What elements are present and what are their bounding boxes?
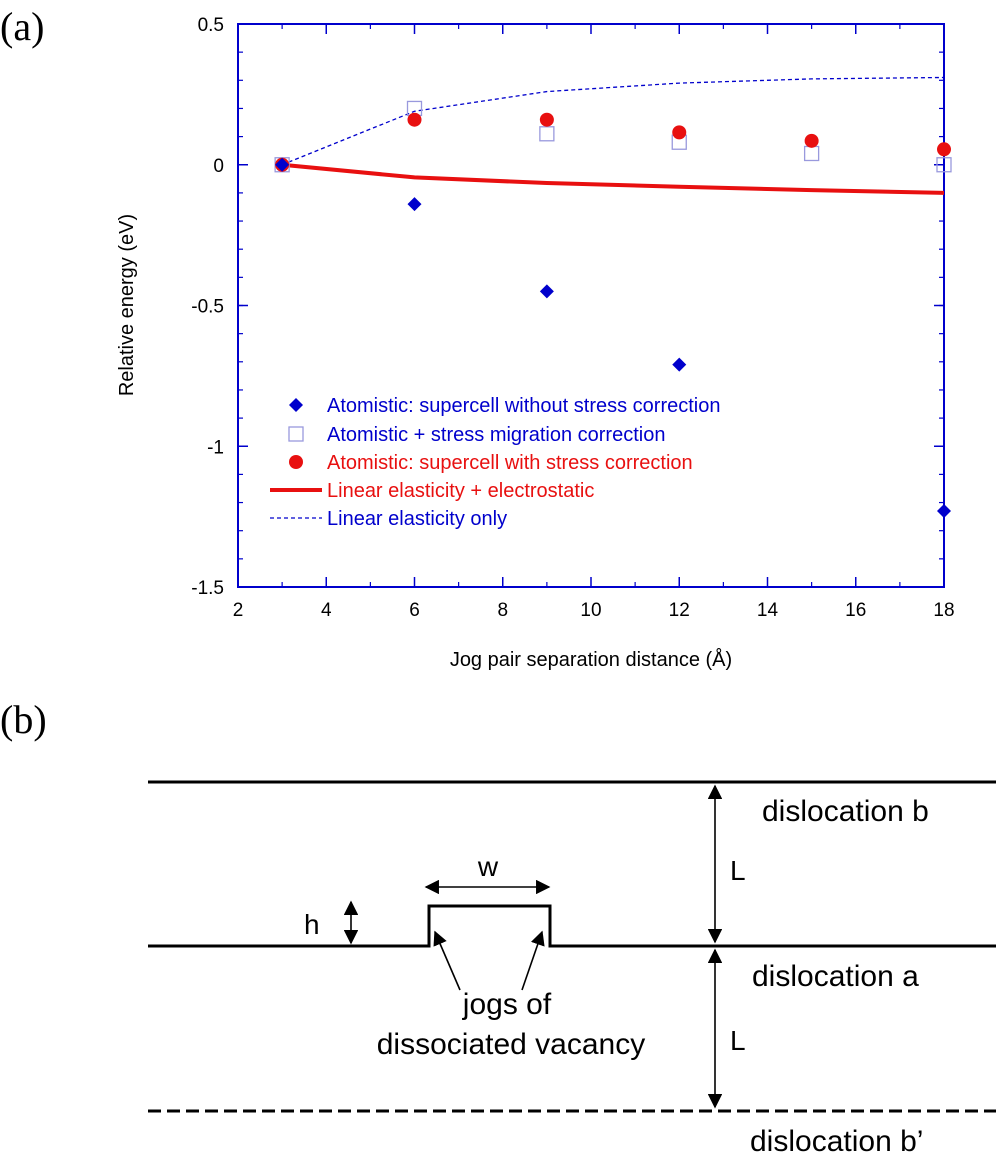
- legend-entry-label: Linear elasticity only: [327, 508, 507, 530]
- x-tick-label: 16: [845, 600, 866, 621]
- series-layer: [274, 76, 952, 518]
- data-point: [937, 503, 951, 518]
- y-tick-label: -1.5: [191, 578, 224, 599]
- L-bottom-label: L: [730, 1025, 746, 1056]
- dislocation-a-label: dislocation a: [752, 960, 919, 993]
- x-axis-label: Jog pair separation distance (Å): [450, 648, 732, 671]
- data-point: [672, 357, 687, 372]
- legend-entry-label: Linear elasticity + electrostatic: [327, 480, 594, 502]
- legend-marker: [289, 455, 303, 469]
- data-point: [803, 145, 820, 162]
- data-point: [936, 157, 952, 173]
- dislocation-b-prime-label: dislocation b’: [750, 1125, 923, 1156]
- series-0-points: [275, 157, 951, 518]
- y-tick-label: -0.5: [191, 297, 224, 318]
- legend-entry-label: Atomistic + stress migration correction: [327, 424, 665, 446]
- jog-left-arrow: [433, 930, 461, 991]
- jogs-label-line1: jogs of: [462, 988, 552, 1021]
- jog-right-arrow: [521, 930, 545, 991]
- w-label: w: [477, 851, 499, 882]
- series-2-points: [275, 112, 951, 172]
- x-tick-label: 10: [580, 600, 601, 621]
- legend-marker: [288, 426, 304, 442]
- x-tick-label: 14: [757, 600, 779, 621]
- legend: Atomistic: supercell without stress corr…: [270, 395, 720, 530]
- plot-frame: [237, 23, 945, 588]
- y-tick-label: -1: [207, 437, 224, 458]
- data-point: [275, 157, 290, 172]
- panel-a-label: (a): [0, 4, 44, 49]
- x-tick-label: 8: [497, 600, 508, 621]
- data-point: [937, 142, 951, 157]
- data-point: [539, 284, 554, 299]
- x-tick-label: 12: [669, 600, 690, 621]
- x-tick-label: 6: [409, 600, 420, 621]
- panel-b-label: (b): [0, 697, 47, 742]
- x-tick-label: 2: [233, 600, 244, 621]
- energy-chart: 2 4 6 8 10 12 14 16 18 0.5 0 -0.5 -1 -1.5 Jog pair se…: [116, 15, 955, 671]
- L-top-label: L: [730, 855, 746, 886]
- axis-ticks: [237, 23, 945, 588]
- data-point: [539, 126, 555, 142]
- data-point: [407, 112, 422, 127]
- y-tick-label: 0.5: [198, 15, 224, 36]
- data-point: [539, 112, 554, 127]
- jogs-label-line2: dissociated vacancy: [377, 1028, 645, 1061]
- series-line-4: [281, 76, 945, 166]
- series-line-3: [281, 162, 945, 195]
- y-tick-label: 0: [213, 156, 224, 177]
- data-point: [672, 125, 687, 140]
- legend-entry-label: Atomistic: supercell with stress correct…: [327, 452, 693, 474]
- axis-tick-labels: 2 4 6 8 10 12 14 16 18 0.5 0 -0.5 -1 -1.5: [191, 15, 954, 621]
- x-tick-label: 18: [933, 600, 954, 621]
- data-point: [407, 197, 422, 212]
- legend-entry-label: Atomistic: supercell without stress corr…: [327, 395, 720, 417]
- data-point: [804, 133, 819, 148]
- y-axis-label: Relative energy (eV): [116, 214, 138, 396]
- series-1-points: [274, 100, 952, 173]
- legend-marker: [289, 398, 303, 412]
- dislocation-diagram: [148, 780, 996, 1113]
- h-label: h: [304, 909, 320, 940]
- x-tick-label: 4: [321, 600, 332, 621]
- dislocation-b-label: dislocation b: [762, 795, 929, 828]
- dislocation-a-line: [148, 904, 996, 948]
